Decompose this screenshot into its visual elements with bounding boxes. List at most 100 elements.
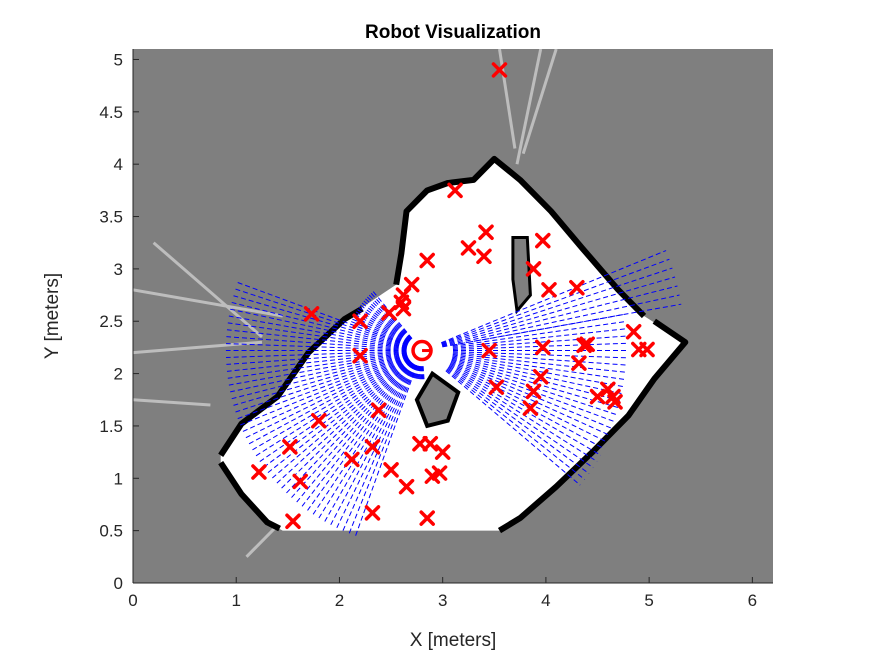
scan-ray-72 <box>245 356 409 439</box>
particle-marker <box>488 379 505 395</box>
map-wall-3 <box>218 460 281 532</box>
y-tick-label: 2.5 <box>99 312 123 331</box>
scan-ray-25 <box>452 352 629 366</box>
scan-ray-12 <box>448 365 602 456</box>
scan-ray-3 <box>441 276 676 346</box>
particle-marker <box>395 300 412 317</box>
obstacle-block <box>414 370 461 429</box>
y-tick-label: 3 <box>114 260 123 279</box>
scan-ray-84 <box>295 362 413 504</box>
scan-ray-63 <box>227 352 407 379</box>
particle-marker <box>589 388 606 405</box>
scan-ray-1 <box>442 294 680 347</box>
scan-ray-34 <box>369 291 413 340</box>
scan-ray-77 <box>263 359 410 468</box>
scan-ray-54 <box>228 315 407 349</box>
scan-ray-13 <box>449 364 605 450</box>
scan-ray-85 <box>300 362 413 508</box>
particle-marker <box>541 282 557 298</box>
particle-marker <box>422 435 439 452</box>
particle-marker <box>292 473 308 490</box>
particle-marker <box>303 306 320 322</box>
scan-ray-102 <box>418 366 421 382</box>
scan-ray-82 <box>285 361 412 495</box>
scan-ray-62 <box>226 351 407 372</box>
scan-ray-106 <box>422 366 424 382</box>
particle-marker <box>381 305 397 321</box>
scan-ray-61 <box>226 351 407 365</box>
scan-ray-99 <box>415 365 420 382</box>
scan-ray-86 <box>306 362 414 512</box>
scan-ray-38 <box>362 299 411 341</box>
scan-ray-81 <box>280 361 412 490</box>
scan-ray-80 <box>275 360 411 485</box>
scan-ray-91 <box>335 364 416 530</box>
particle-marker <box>352 348 368 364</box>
scan-ray-97 <box>413 365 419 381</box>
scan-ray-56 <box>226 329 407 350</box>
scan-ray-87 <box>311 363 414 516</box>
scan-ray-92 <box>341 364 417 533</box>
scan-ray-5 <box>441 258 670 344</box>
x-tick-label: 3 <box>438 591 447 610</box>
particle-marker <box>571 355 587 371</box>
scan-ray-71 <box>242 356 409 432</box>
particle-marker <box>478 224 494 240</box>
scan-ray-29 <box>452 335 629 349</box>
scan-ray-26 <box>452 351 629 359</box>
scan-ray-107 <box>422 366 425 382</box>
scan-ray-70 <box>239 355 408 426</box>
particle-marker <box>364 439 381 455</box>
scan-ray-55 <box>227 322 407 349</box>
scan-ray-103 <box>419 366 422 382</box>
particle-marker <box>625 323 642 340</box>
scan-ray-75 <box>255 358 410 457</box>
scan-ray-47 <box>350 320 408 346</box>
particle-marker <box>251 464 267 480</box>
scan-ray-2 <box>441 285 678 346</box>
scan-ray-60 <box>226 350 407 358</box>
scan-ray-0 <box>442 303 682 348</box>
scan-ray-28 <box>452 342 629 350</box>
scan-ray-33 <box>371 290 413 339</box>
y-tick-label: 0 <box>114 574 123 593</box>
scan-ray-7 <box>445 370 581 486</box>
scan-ray-95 <box>410 365 418 381</box>
particle-marker <box>431 465 448 481</box>
particle-marker <box>398 478 415 495</box>
scan-ray-101 <box>417 366 421 382</box>
scan-ray-64 <box>228 352 407 386</box>
scan-ray-36 <box>365 295 412 340</box>
map-ray-0 <box>152 241 263 339</box>
scan-ray-4 <box>441 267 673 345</box>
scan-ray-98 <box>414 365 419 382</box>
x-tick-label: 2 <box>335 591 344 610</box>
scan-ray-14 <box>449 363 608 443</box>
y-tick-label: 2 <box>114 365 123 384</box>
map-ray-7 <box>245 524 279 558</box>
particle-marker <box>535 339 551 356</box>
particle-marker <box>419 510 435 526</box>
particle-marker <box>491 62 508 78</box>
scan-ray-52 <box>231 301 408 348</box>
scan-ray-35 <box>367 293 412 340</box>
plot-area <box>133 49 773 583</box>
lidar-scan <box>225 250 682 538</box>
particle-marker <box>285 513 301 529</box>
x-tick-label: 6 <box>748 591 757 610</box>
scan-ray-9 <box>446 368 590 475</box>
x-axis-label: X [meters] <box>410 630 497 651</box>
axes: 0 1 2 3 4 5 6 0 0.5 1 1.5 2 2.5 3 3.5 4 4.5 5 <box>99 49 773 610</box>
particle-marker <box>282 439 298 455</box>
robot-marker <box>411 339 433 362</box>
particle-marker <box>532 368 549 385</box>
y-tick-label: 4 <box>114 155 123 174</box>
scan-ray-8 <box>446 369 586 480</box>
map-wall-1 <box>393 155 647 319</box>
scan-ray-21 <box>452 356 625 395</box>
map-wall-0 <box>218 306 364 457</box>
y-tick-label: 1.5 <box>99 417 123 436</box>
scan-ray-31 <box>452 320 627 347</box>
scan-ray-83 <box>290 361 413 499</box>
